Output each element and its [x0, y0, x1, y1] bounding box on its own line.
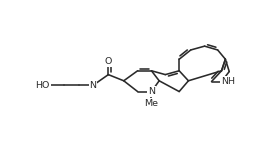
Text: O: O: [105, 57, 112, 66]
Text: N: N: [89, 81, 96, 90]
Text: NH: NH: [221, 77, 235, 86]
Text: HO: HO: [35, 81, 50, 90]
Text: N: N: [148, 87, 155, 96]
Text: Me: Me: [144, 99, 158, 108]
